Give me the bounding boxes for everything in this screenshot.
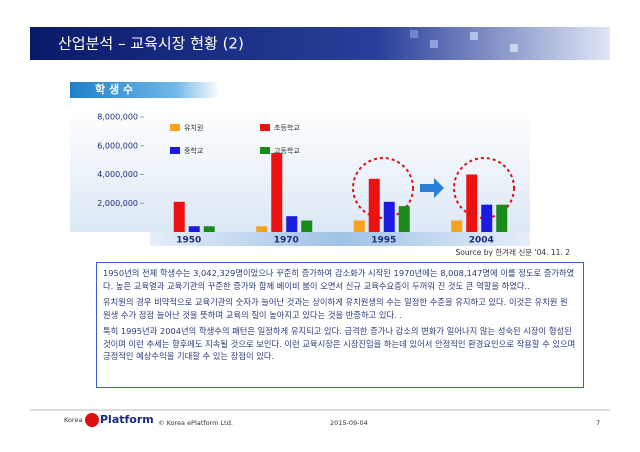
title-bar xyxy=(30,27,610,60)
highlight-circle xyxy=(453,157,515,219)
x-tick-label: 2004 xyxy=(469,236,494,246)
bar xyxy=(481,204,493,232)
legend-label: 중학교 xyxy=(184,146,204,155)
bar xyxy=(398,206,410,232)
category-band xyxy=(150,232,530,246)
bar xyxy=(286,216,298,232)
bar xyxy=(353,220,365,232)
y-tick-label: 6,000,000 xyxy=(97,141,138,150)
date: 2015-09-04 xyxy=(330,419,368,427)
page-number: 7 xyxy=(596,419,600,427)
bar xyxy=(383,201,395,232)
bar xyxy=(451,220,463,232)
legend-label: 유치원 xyxy=(184,123,203,132)
bar xyxy=(301,220,313,232)
copyright: © Korea ePlatform Ltd. xyxy=(158,419,233,427)
bar xyxy=(496,204,508,232)
paragraph: 유치원의 경우 비약적으로 교육기관의 숫자가 늘어난 것과는 상이하게 유치원… xyxy=(103,297,568,320)
arrow xyxy=(420,178,444,198)
deco xyxy=(510,44,518,52)
bar xyxy=(466,174,478,232)
deco xyxy=(410,30,418,38)
text-box: 1950년의 전체 학생수는 3,042,329명이었으나 꾸준히 증가하여 감… xyxy=(96,262,584,388)
highlight-circle xyxy=(352,157,414,219)
logo: Platform xyxy=(100,413,154,426)
y-tick-label: 4,000,000 xyxy=(97,170,138,179)
bar xyxy=(368,178,380,232)
bar xyxy=(256,226,268,232)
legend-label: 초등학교 xyxy=(274,123,300,132)
bar xyxy=(188,226,200,232)
logo-mark xyxy=(85,413,99,427)
bar xyxy=(271,152,283,232)
legend-swatch xyxy=(260,147,270,154)
x-tick-label: 1950 xyxy=(176,236,201,246)
deco xyxy=(470,32,478,40)
source: Source by 한겨레 신문 '04. 11. 2 xyxy=(456,248,571,257)
deco xyxy=(430,40,438,48)
chart-header xyxy=(70,82,220,98)
x-tick-label: 1970 xyxy=(274,236,299,246)
slide-title: 산업분석 – 교육시장 현황 (2) xyxy=(58,35,244,53)
y-tick-label: 8,000,000 xyxy=(97,113,138,122)
legend-swatch xyxy=(170,124,180,131)
legend-swatch xyxy=(260,124,270,131)
bar xyxy=(173,201,185,232)
x-tick-label: 1995 xyxy=(371,236,396,246)
bar xyxy=(203,226,215,232)
plot-bg xyxy=(70,108,530,232)
chart-title: 학 생 수 xyxy=(95,82,133,96)
paragraph: 1950년의 전체 학생수는 3,042,329명이었으나 꾸준히 증가하여 감… xyxy=(103,268,575,291)
logo-small: Korea xyxy=(64,416,82,424)
paragraph: 특히 1995년과 2004년의 학생수의 패턴은 일정하게 유지되고 있다. … xyxy=(103,326,576,361)
legend-label: 고등학교 xyxy=(274,146,300,155)
legend-swatch xyxy=(170,147,180,154)
y-tick-label: 2,000,000 xyxy=(97,199,138,208)
